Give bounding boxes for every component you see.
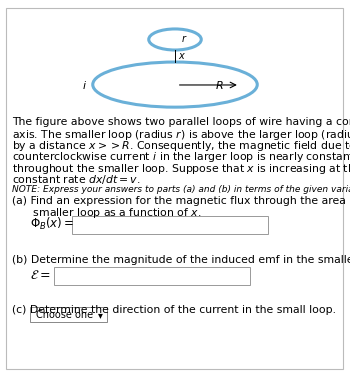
Text: throughout the smaller loop. Suppose that $x$ is increasing at the: throughout the smaller loop. Suppose tha… [12,162,350,176]
Text: constant rate $dx/dt = v$.: constant rate $dx/dt = v$. [12,173,141,186]
FancyBboxPatch shape [72,216,268,234]
Text: smaller loop as a function of $x$.: smaller loop as a function of $x$. [12,206,202,220]
FancyBboxPatch shape [30,307,107,322]
Text: ▾: ▾ [98,310,103,320]
Text: NOTE: Express your answers to parts (a) and (b) in terms of the given variables.: NOTE: Express your answers to parts (a) … [12,185,350,194]
Text: $\Phi_B(x) =$: $\Phi_B(x) =$ [30,216,74,232]
Text: $i$: $i$ [82,79,87,91]
FancyBboxPatch shape [6,8,343,369]
Text: $x$: $x$ [178,51,186,61]
Text: (c) Determine the direction of the current in the small loop.: (c) Determine the direction of the curre… [12,305,336,315]
Text: by a distance $x >> R$. Consequently, the magnetic field due to the: by a distance $x >> R$. Consequently, th… [12,139,350,153]
FancyBboxPatch shape [54,267,250,285]
Text: (b) Determine the magnitude of the induced emf in the smaller loop.: (b) Determine the magnitude of the induc… [12,255,350,265]
Text: $R$: $R$ [215,79,224,91]
Text: $\mathcal{E} =$: $\mathcal{E} =$ [30,269,50,282]
Text: Choose one: Choose one [36,310,93,320]
Text: counterclockwise current $i$ in the larger loop is nearly constant: counterclockwise current $i$ in the larg… [12,150,350,164]
Text: $r$: $r$ [181,33,188,44]
Text: The figure above shows two parallel loops of wire having a common: The figure above shows two parallel loop… [12,117,350,127]
Text: axis. The smaller loop (radius $r$) is above the larger loop (radius $R$): axis. The smaller loop (radius $r$) is a… [12,128,350,142]
Text: (a) Find an expression for the magnetic flux through the area of the: (a) Find an expression for the magnetic … [12,196,350,206]
